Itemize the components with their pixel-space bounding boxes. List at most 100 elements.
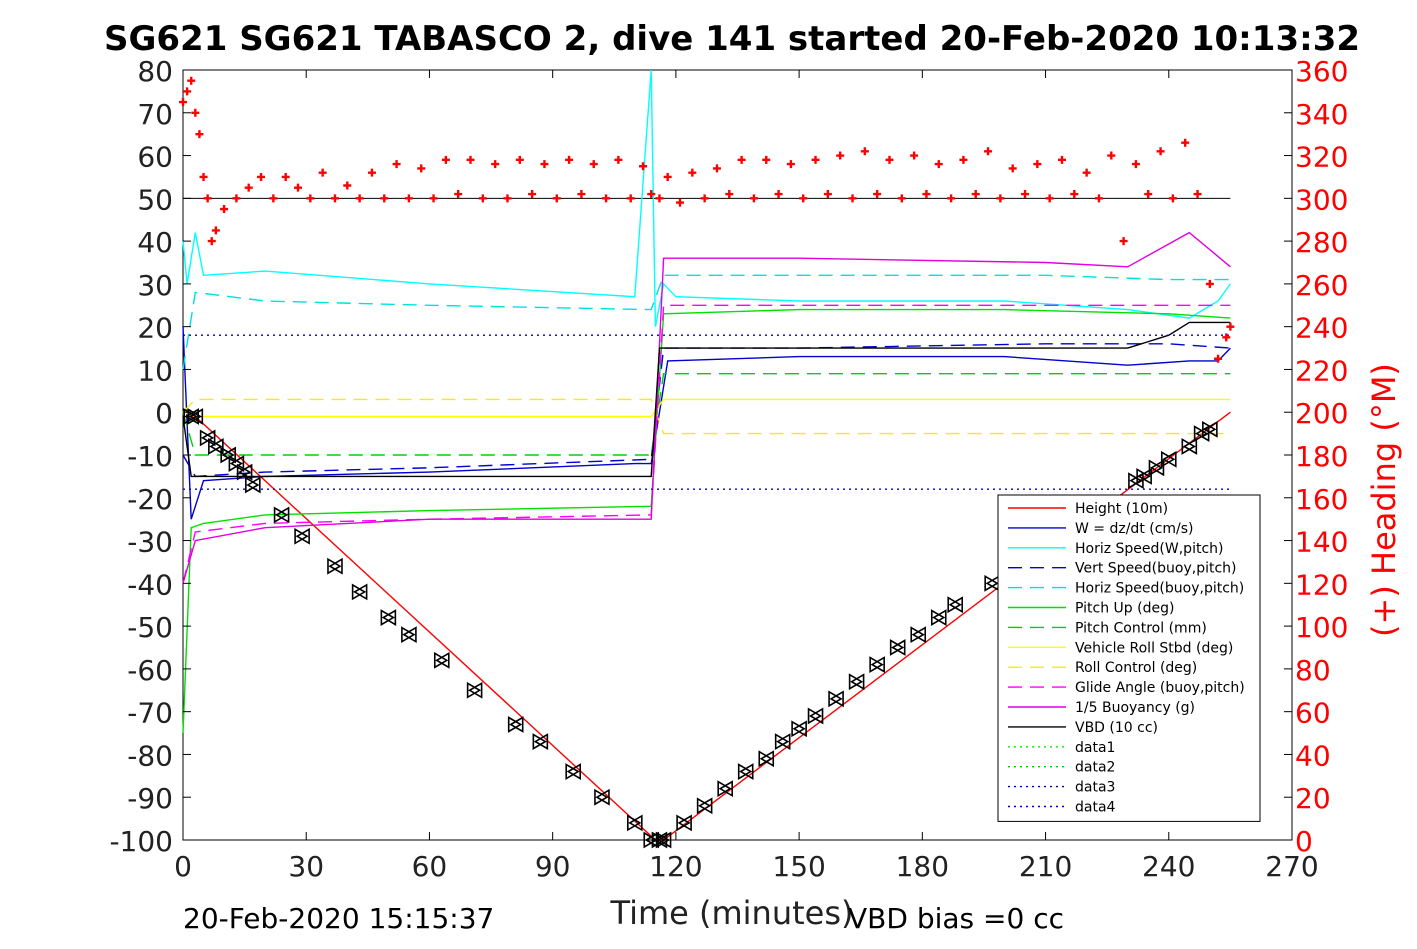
heading-point: [688, 168, 697, 177]
depth-marker: [1160, 450, 1177, 468]
y-tick-label: 10: [137, 354, 173, 387]
depth-marker: [236, 463, 253, 481]
y-tick-label: -50: [127, 611, 173, 644]
heading-point: [515, 155, 524, 164]
y2-tick-label: 220: [1295, 354, 1348, 387]
series-line-1: [182, 326, 1231, 520]
depth-marker: [774, 733, 791, 751]
y2-axis-label: (+) Heading (°M): [1365, 363, 1403, 637]
legend-entry: Glide Angle (buoy,pitch): [1075, 680, 1245, 696]
footer-vbd-bias: VBD bias =0 cc: [848, 902, 1064, 935]
depth-marker: [791, 720, 807, 738]
y2-tick-label: 340: [1295, 98, 1348, 131]
y-tick-label: 20: [137, 312, 173, 345]
heading-point: [811, 155, 820, 164]
heading-point: [281, 172, 290, 181]
heading-point: [1057, 155, 1066, 164]
heading-point: [1205, 279, 1214, 288]
heading-point: [220, 205, 229, 214]
heading-point: [1181, 138, 1190, 147]
heading-point: [528, 190, 537, 199]
heading-point: [1008, 164, 1017, 173]
heading-point: [355, 194, 364, 203]
y-tick-label: 40: [137, 226, 173, 259]
heading-point: [244, 183, 253, 192]
heading-point: [404, 194, 413, 203]
heading-point: [749, 194, 758, 203]
y2-tick-label: 320: [1295, 141, 1348, 174]
heading-point: [947, 194, 956, 203]
heading-point: [392, 160, 401, 169]
series-line-11: [182, 321, 1231, 478]
heading-point: [1082, 168, 1091, 177]
heading-point: [199, 172, 208, 181]
depth-marker: [889, 639, 906, 656]
chart-title: SG621 SG621 TABASCO 2, dive 141 started …: [104, 19, 1360, 59]
y-tick-label: -90: [127, 782, 173, 815]
legend-entry: Horiz Speed(W,pitch): [1075, 541, 1223, 557]
depth-marker: [208, 438, 224, 455]
heading-point: [257, 172, 266, 181]
depth-marker: [273, 506, 290, 524]
heading-point: [1094, 194, 1103, 203]
y-tick-label: 50: [137, 183, 173, 216]
x-tick-label: 180: [896, 850, 949, 883]
depth-marker: [869, 656, 885, 674]
heading-point: [639, 162, 648, 171]
series-line-10: [182, 231, 1231, 584]
depth-marker: [930, 609, 947, 626]
depth-marker: [676, 814, 692, 832]
plot-area: -100-90-80-70-60-50-40-30-20-10010203040…: [109, 55, 1348, 883]
depth-marker: [828, 690, 844, 708]
heading-point: [959, 155, 968, 164]
heading-point: [934, 160, 943, 169]
heading-point: [602, 194, 611, 203]
depth-marker: [758, 750, 775, 768]
x-tick-label: 30: [288, 850, 324, 883]
heading-point: [1070, 190, 1079, 199]
y2-tick-label: 300: [1295, 183, 1348, 216]
depth-marker: [183, 408, 200, 425]
heading-point: [725, 190, 734, 199]
heading-point: [187, 76, 196, 85]
y-tick-label: 0: [155, 397, 173, 430]
heading-point: [429, 194, 438, 203]
depth-marker: [848, 673, 865, 691]
y2-tick-label: 160: [1295, 483, 1348, 516]
heading-point: [491, 160, 500, 169]
depth-marker: [717, 780, 733, 798]
heading-point: [211, 226, 220, 235]
y-tick-label: 60: [137, 141, 173, 174]
heading-point: [774, 190, 783, 199]
heading-point: [183, 87, 192, 96]
x-tick-label: 0: [174, 850, 192, 883]
legend-entry: W = dz/dt (cm/s): [1075, 521, 1194, 537]
heading-point: [614, 155, 623, 164]
heading-point: [540, 160, 549, 169]
heading-point: [848, 194, 857, 203]
y-tick-label: 70: [137, 98, 173, 131]
heading-point: [330, 194, 339, 203]
heading-point: [478, 194, 487, 203]
y2-tick-label: 180: [1295, 440, 1348, 473]
heading-point: [565, 155, 574, 164]
heading-point: [417, 164, 426, 173]
depth-marker: [655, 831, 672, 849]
heading-point: [647, 190, 656, 199]
heading-point: [1033, 160, 1042, 169]
footer-timestamp: 20-Feb-2020 15:15:37: [183, 902, 494, 935]
depth-marker: [401, 626, 417, 644]
x-tick-label: 210: [1019, 850, 1072, 883]
depth-marker: [245, 476, 261, 494]
heading-point: [1144, 190, 1153, 199]
heading-point: [343, 181, 352, 190]
y2-tick-label: 40: [1295, 739, 1331, 772]
x-tick-label: 60: [412, 850, 448, 883]
x-tick-label: 120: [649, 850, 702, 883]
legend-entry: Roll Control (deg): [1075, 660, 1197, 676]
depth-marker: [1202, 420, 1218, 438]
y-tick-label: -40: [127, 568, 173, 601]
legend-entry: data2: [1075, 760, 1115, 776]
